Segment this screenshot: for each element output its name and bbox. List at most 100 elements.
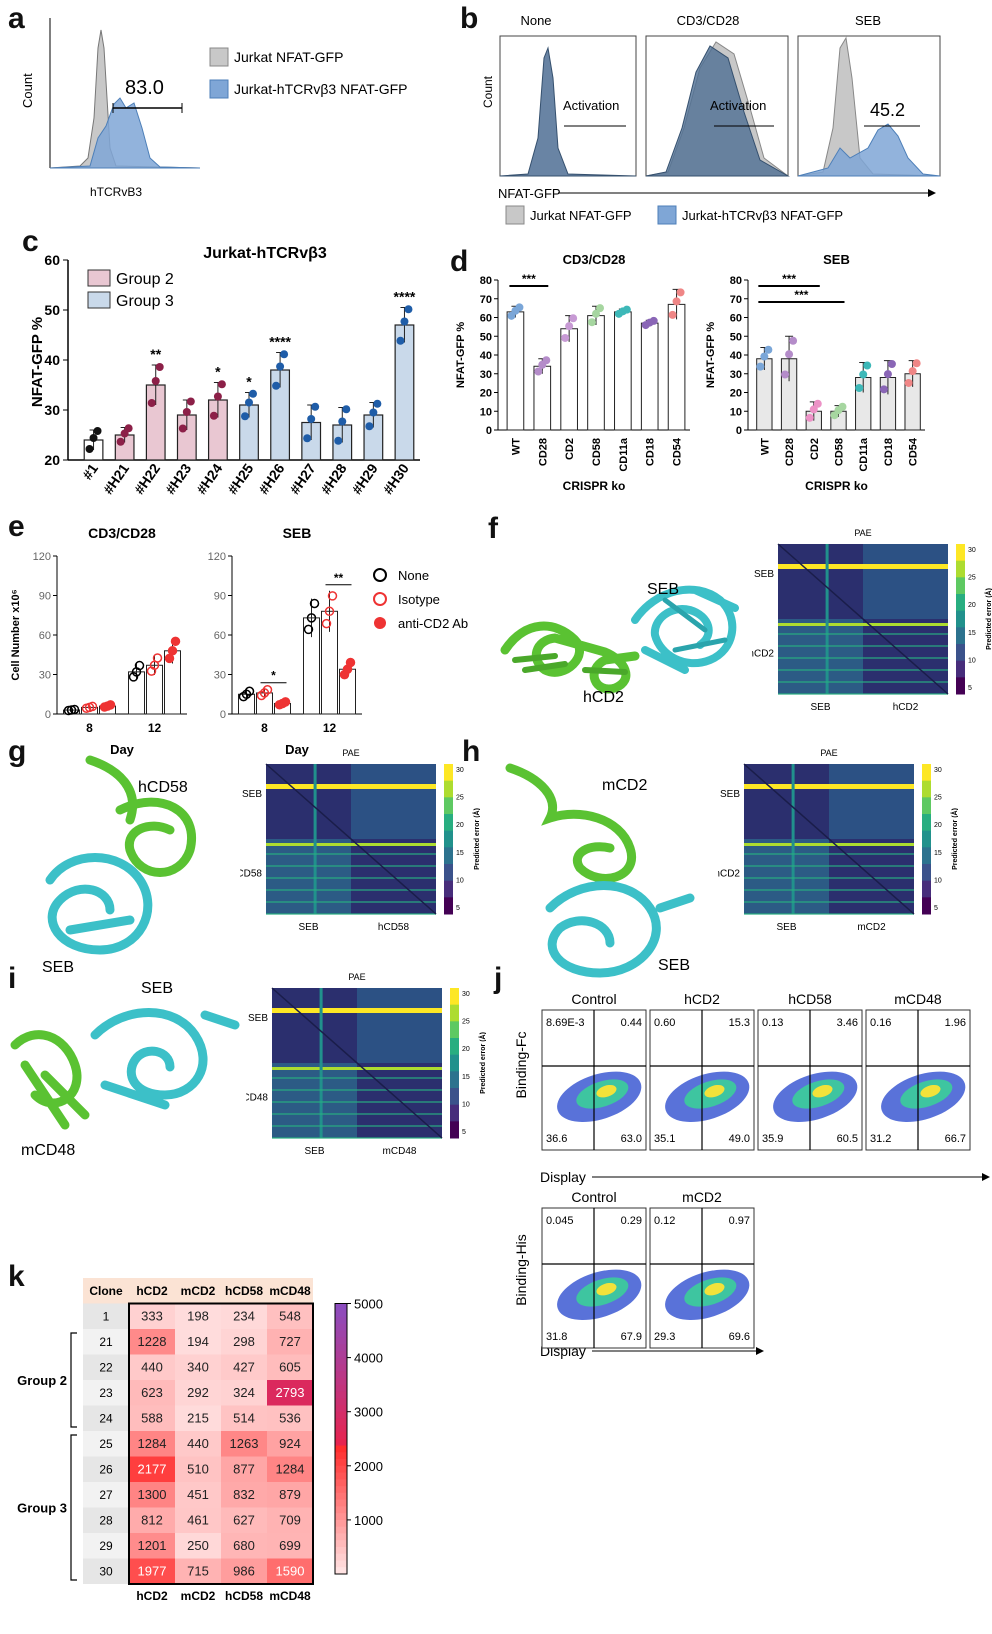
data-point — [764, 345, 773, 354]
y-tick-label: 0 — [736, 425, 742, 437]
data-point — [365, 422, 374, 431]
data-point — [542, 356, 551, 365]
bar — [587, 315, 605, 431]
legend-group2: Group 2 — [116, 271, 174, 288]
y-tick-label: 10 — [730, 406, 742, 418]
legend-group3: Group 3 — [116, 293, 174, 310]
colorbar-segment — [335, 1411, 347, 1419]
data-point — [369, 408, 378, 417]
group-label: Group 2 — [17, 1373, 67, 1388]
table-header: hCD2 — [136, 1284, 168, 1298]
pae-row-label: hCD2 — [752, 649, 774, 660]
label-mcd2: mCD2 — [602, 777, 647, 794]
panel-d-cd3cd28-chart: CD3/CD28 NFAT-GFP % 0 10 20 30 40 50 60 70 80 WT CD2… — [455, 252, 690, 493]
heatmap-value: 292 — [187, 1385, 209, 1400]
data-point — [311, 402, 320, 411]
pae-colorbar-segment — [444, 814, 453, 832]
colorbar-segment — [335, 1546, 347, 1555]
pae-col-label: mCD2 — [857, 922, 886, 933]
data-point — [345, 657, 356, 668]
data-point — [280, 350, 289, 359]
data-point — [327, 591, 338, 601]
y-tick-label: 50 — [44, 302, 60, 318]
colorbar-segment — [335, 1371, 347, 1379]
data-point — [342, 405, 351, 414]
pae-colorbar-segment — [922, 797, 931, 815]
pae-row-label: SEB — [248, 1013, 268, 1024]
clone-cell — [83, 1558, 129, 1584]
colorbar-segment — [335, 1452, 347, 1460]
data-point — [186, 397, 195, 406]
pae-colorbar-segment — [956, 660, 965, 678]
data-point — [309, 598, 320, 609]
pae-colorbar-tick: 20 — [934, 822, 942, 829]
quadrant-value: 31.8 — [546, 1331, 567, 1343]
data-point — [863, 361, 872, 370]
legend-label-2: Jurkat-hTCRvβ3 NFAT-GFP — [234, 81, 407, 97]
pae-colorbar-tick: 10 — [462, 1101, 470, 1108]
quadrant-value: 0.97 — [729, 1215, 750, 1227]
data-point — [400, 317, 409, 326]
panel-letter-g: g — [8, 735, 27, 768]
pae-colorbar-label: Predicted error (Å) — [950, 808, 958, 870]
pae-colorbar-tick: 25 — [462, 1019, 470, 1026]
y-tick-label: 80 — [480, 275, 492, 287]
x-tick-label: #H29 — [349, 460, 381, 497]
data-point — [151, 377, 160, 385]
quadrant-value: 63.0 — [621, 1133, 642, 1145]
heatmap-value: 451 — [187, 1487, 209, 1502]
heatmap-value: 2177 — [138, 1462, 167, 1477]
pae-colorbar-segment — [922, 814, 931, 832]
significance-label: ** — [150, 346, 161, 362]
chart-title: SEB — [823, 252, 850, 267]
x-tick-label: 8 — [261, 721, 268, 735]
flow-title: Control — [571, 1189, 616, 1205]
data-point — [272, 381, 281, 390]
y-tick-label: 60 — [730, 313, 742, 325]
heatmap-cell — [129, 1303, 175, 1329]
colorbar-segment — [335, 1425, 347, 1433]
pae-colorbar-tick: 30 — [968, 547, 976, 554]
ylabel: Cell Number x10⁶ — [10, 589, 22, 680]
pae-colorbar-tick: 20 — [456, 822, 464, 829]
heatmap-cell — [221, 1482, 267, 1508]
y-tick-label: 30 — [480, 369, 492, 381]
data-point — [904, 378, 913, 387]
clone-label: 27 — [99, 1488, 113, 1502]
x-tick-label: CD2 — [564, 438, 576, 460]
pae-colorbar-tick: 5 — [462, 1129, 466, 1136]
pae-colorbar-segment — [956, 577, 965, 595]
gate-value: 83.0 — [125, 77, 164, 99]
clone-cell — [83, 1405, 129, 1431]
heatmap-cell — [175, 1405, 221, 1431]
colorbar-tick: 5000 — [354, 1297, 383, 1312]
table-header: Clone — [89, 1284, 123, 1298]
y-tick-label: 40 — [730, 350, 742, 362]
heatmap-value: 623 — [141, 1385, 163, 1400]
significance-label: * — [271, 669, 276, 683]
group-bracket — [70, 1434, 77, 1581]
flow-title: hCD2 — [684, 991, 720, 1007]
colorbar-segment — [335, 1567, 347, 1575]
gate-seb: 45.2 — [870, 100, 905, 120]
x-tick-label: 12 — [148, 721, 162, 735]
pae-colorbar-tick: 15 — [456, 850, 464, 857]
pae-colorbar-tick: 5 — [968, 685, 972, 692]
pae-colorbar-segment — [956, 610, 965, 628]
quadrant-value: 0.29 — [621, 1215, 642, 1227]
pae-row-label: mCD2 — [718, 869, 740, 880]
row1-ylabel: Binding-Fc — [513, 1032, 529, 1099]
x-tick-label: WT — [510, 438, 522, 455]
data-point — [789, 336, 798, 345]
x-tick-label: #H25 — [224, 460, 256, 497]
group-bracket — [70, 1332, 77, 1428]
xlabel: CRISPR ko — [563, 479, 626, 493]
heatmap-cell — [221, 1303, 267, 1329]
colorbar-tick: 2000 — [354, 1459, 383, 1474]
data-point — [69, 704, 80, 715]
data-point — [303, 624, 314, 635]
heatmap-cell — [267, 1329, 313, 1355]
data-point — [244, 686, 255, 697]
x-tick-label: #H23 — [162, 460, 194, 497]
heatmap-value: 548 — [279, 1309, 301, 1324]
